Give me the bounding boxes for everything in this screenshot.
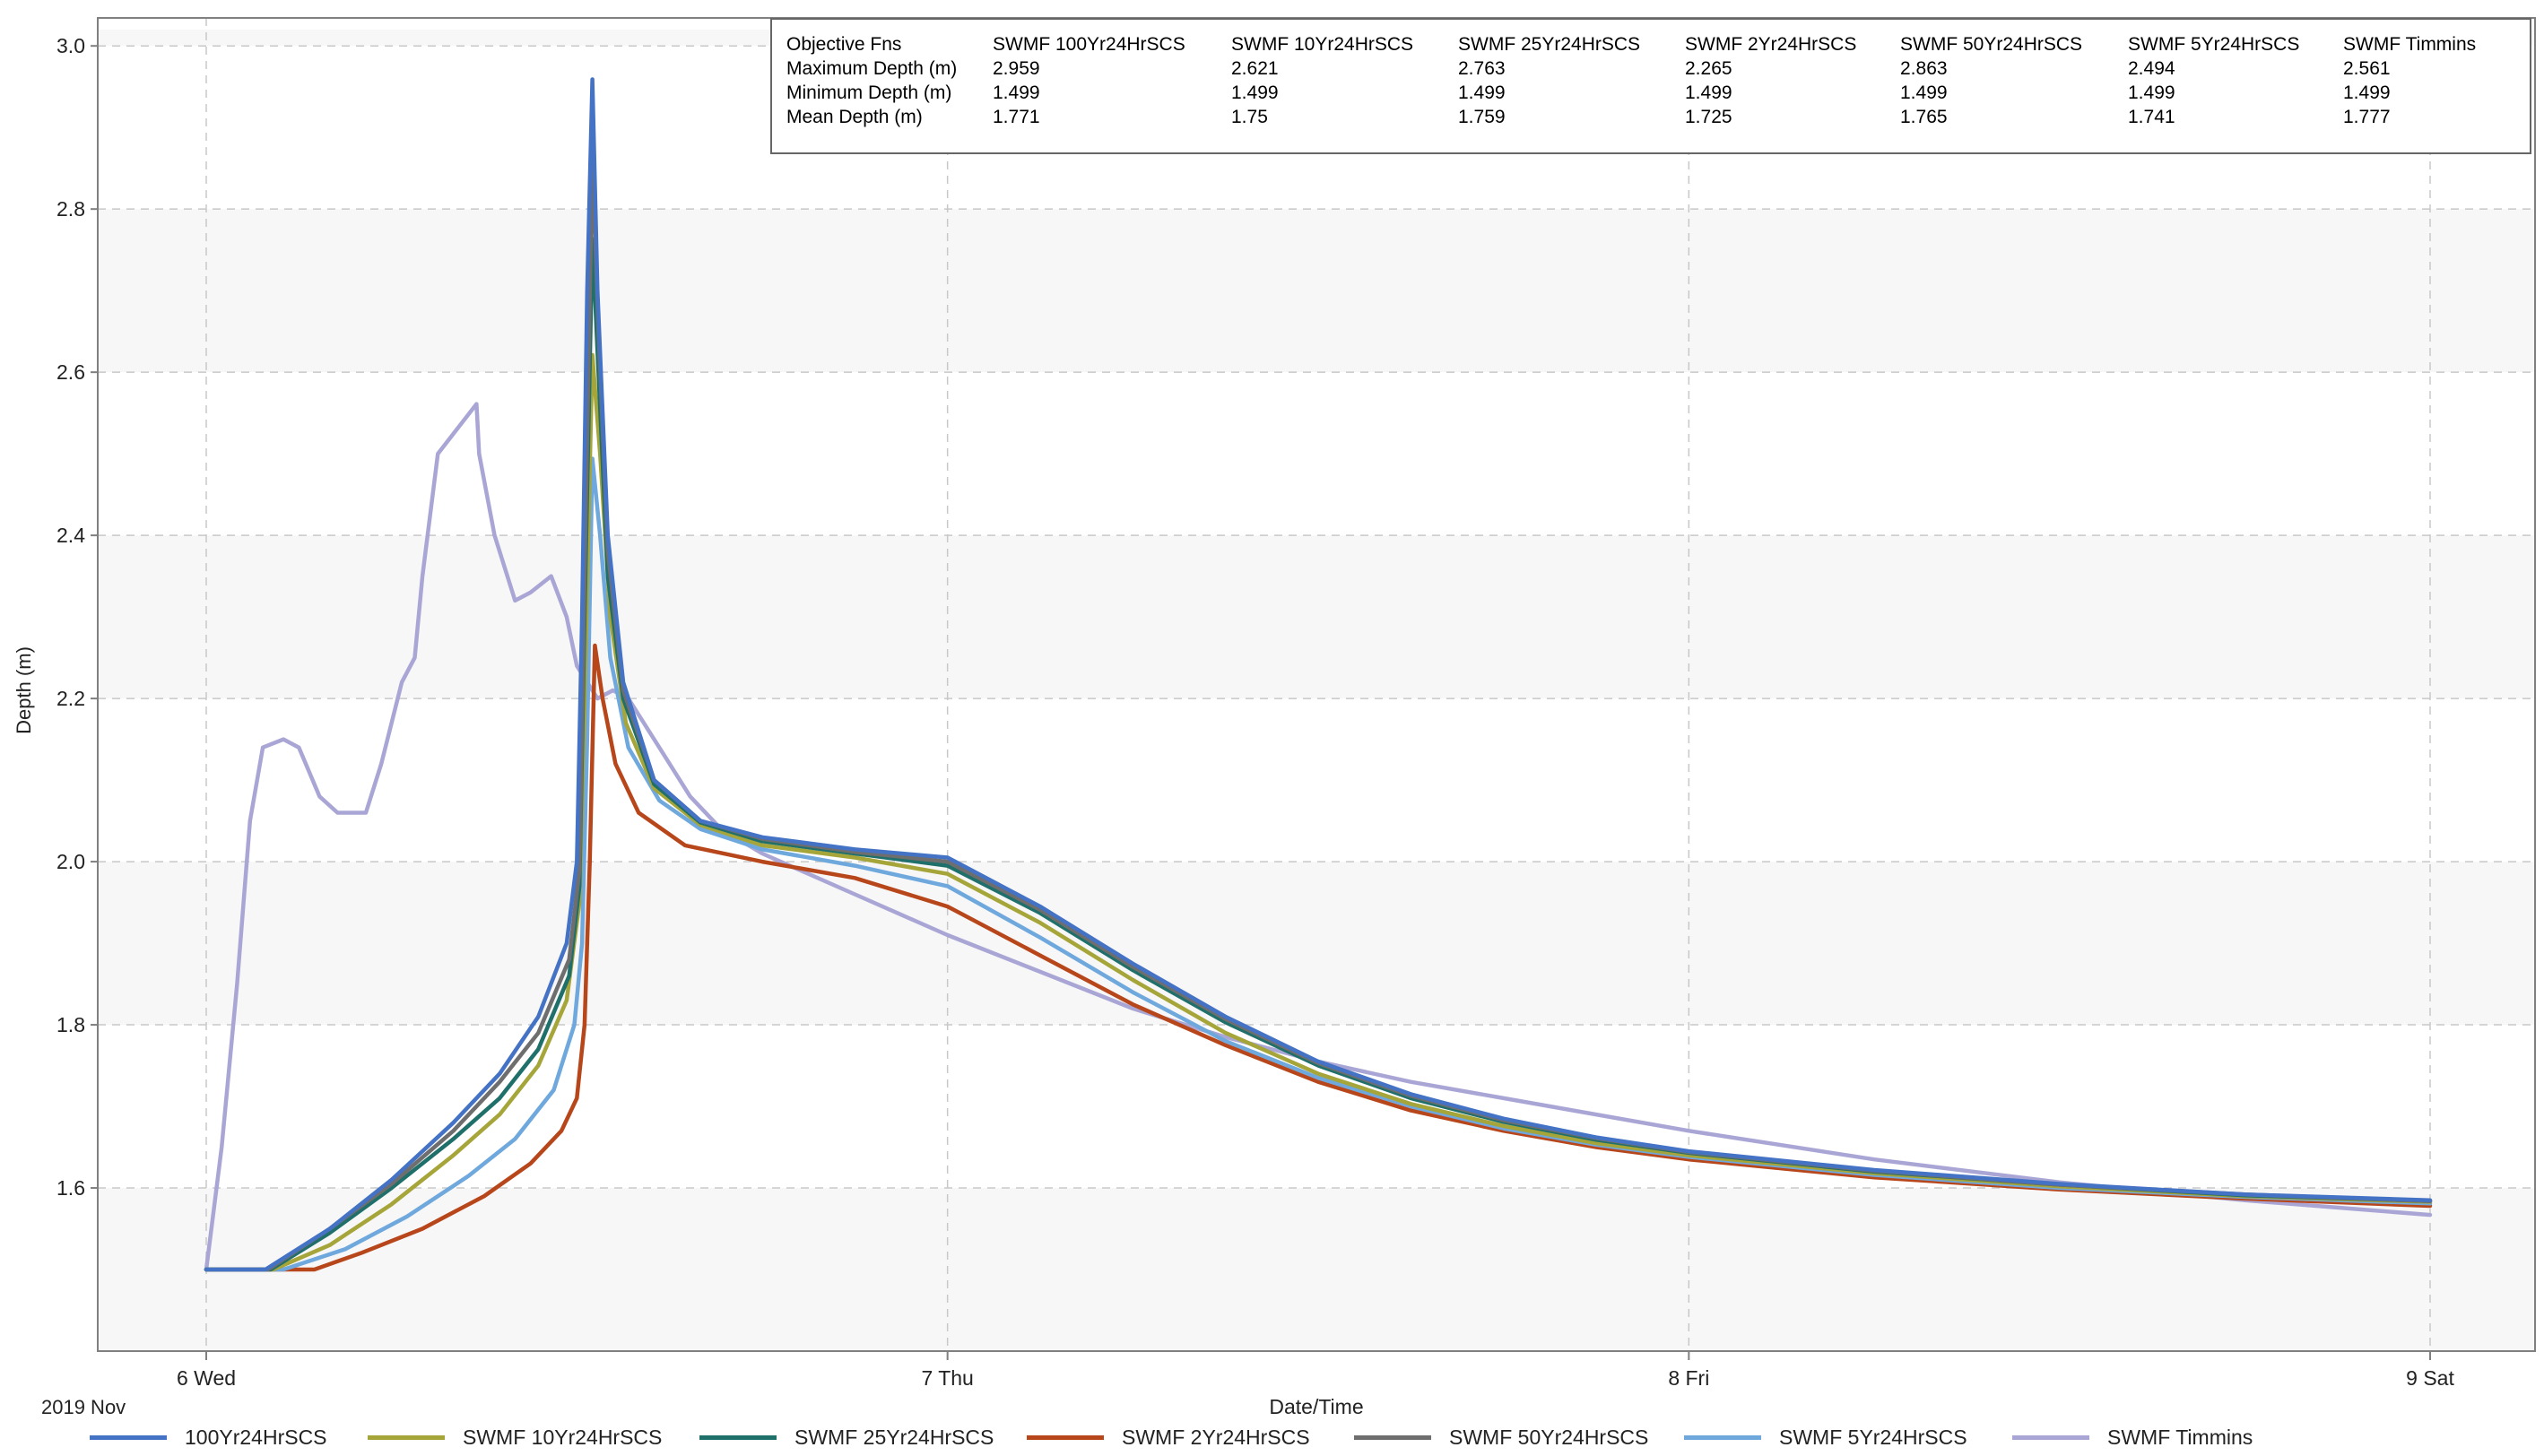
objective-fns-box: Objective Fns SWMF 100Yr24HrSCS SWMF 10Yr2… <box>770 18 2531 154</box>
legend: 100Yr24HrSCS SWMF 10Yr24HrSCS SWMF 25Yr24H… <box>90 1424 2511 1451</box>
stats-cell: 1.499 <box>2128 82 2175 103</box>
series-line <box>204 77 2433 1272</box>
x-tick-label: 8 Fri <box>1668 1366 1709 1390</box>
stats-header-label: Objective Fns <box>786 34 902 55</box>
y-tick-label: 2.8 <box>56 197 85 221</box>
stats-cell: 1.499 <box>1458 82 1506 103</box>
x-tick-label: 6 Wed <box>177 1366 236 1390</box>
stats-cell: 1.777 <box>2343 107 2391 127</box>
stats-cell: 2.265 <box>1685 58 1732 79</box>
legend-swatch <box>699 1434 777 1440</box>
x-axis-label: Date/Time <box>1269 1395 1363 1418</box>
stats-row: Maximum Depth (m) 2.959 2.621 2.763 2.265 2.8… <box>786 56 2505 81</box>
stats-column-header: SWMF 5Yr24HrSCS <box>2128 34 2300 55</box>
legend-label: SWMF 25Yr24HrSCS <box>794 1425 994 1449</box>
stats-column-header: SWMF Timmins <box>2343 34 2477 55</box>
legend-label: SWMF Timmins <box>2107 1425 2253 1449</box>
stats-row: Minimum Depth (m) 1.499 1.499 1.499 1.499 1.4… <box>786 81 2505 105</box>
x-tick-label: 9 Sat <box>2406 1366 2454 1390</box>
stats-column-header: SWMF 50Yr24HrSCS <box>1900 34 2083 55</box>
legend-swatch <box>90 1434 167 1440</box>
plot-band <box>98 1188 2535 1351</box>
plot-band <box>98 209 2535 373</box>
y-tick-label: 3.0 <box>56 34 85 57</box>
stats-row-label: Maximum Depth (m) <box>786 58 958 79</box>
y-tick-label: 1.8 <box>56 1013 85 1036</box>
legend-item: 100Yr24HrSCS <box>90 1424 327 1451</box>
stats-cell: 1.759 <box>1458 107 1506 127</box>
stats-column-header: SWMF 2Yr24HrSCS <box>1685 34 1857 55</box>
stats-row: Mean Depth (m) 1.771 1.75 1.759 1.725 1.765 1.… <box>786 105 2505 129</box>
y-tick-label: 2.2 <box>56 687 85 710</box>
legend-item: SWMF Timmins <box>2012 1424 2253 1451</box>
legend-swatch <box>368 1434 445 1440</box>
stats-cell: 2.494 <box>2128 58 2175 79</box>
stats-cell: 2.863 <box>1900 58 1948 79</box>
legend-item: SWMF 2Yr24HrSCS <box>1027 1424 1310 1451</box>
stats-cell: 2.763 <box>1458 58 1506 79</box>
legend-swatch <box>1354 1434 1431 1440</box>
y-tick-label: 2.0 <box>56 850 85 873</box>
objective-fns-table: Objective Fns SWMF 100Yr24HrSCS SWMF 10Yr2… <box>786 32 2505 129</box>
legend-item: SWMF 25Yr24HrSCS <box>699 1424 994 1451</box>
legend-label: 100Yr24HrSCS <box>185 1425 327 1449</box>
plot-band <box>98 1025 2535 1189</box>
stats-cell: 2.561 <box>2343 58 2391 79</box>
stats-cell: 1.771 <box>993 107 1040 127</box>
stats-cell: 1.499 <box>2343 82 2391 103</box>
stats-cell: 1.765 <box>1900 107 1948 127</box>
plot-band <box>98 862 2535 1026</box>
legend-label: SWMF 2Yr24HrSCS <box>1122 1425 1310 1449</box>
stats-cell: 1.499 <box>1231 82 1279 103</box>
x-tick-label: 7 Thu <box>921 1366 973 1390</box>
legend-label: SWMF 5Yr24HrSCS <box>1779 1425 1967 1449</box>
series-line <box>204 643 2433 1272</box>
plot-band <box>98 698 2535 862</box>
stats-cell: 1.499 <box>1685 82 1732 103</box>
stats-cell: 1.499 <box>1900 82 1948 103</box>
stats-cell: 1.741 <box>2128 107 2175 127</box>
stats-column-header: SWMF 25Yr24HrSCS <box>1458 34 1641 55</box>
stats-row-label: Mean Depth (m) <box>786 107 923 127</box>
series-lines <box>204 77 2433 1272</box>
series-line <box>204 352 2433 1272</box>
stats-cell: 1.499 <box>993 82 1040 103</box>
stats-row-label: Minimum Depth (m) <box>786 82 952 103</box>
stats-cell: 1.75 <box>1231 107 1268 127</box>
legend-item: SWMF 10Yr24HrSCS <box>368 1424 662 1451</box>
stats-column-header: SWMF 10Yr24HrSCS <box>1231 34 1414 55</box>
y-axis-label: Depth (m) <box>13 646 35 734</box>
axis-ticks: 1.6 1.8 2.0 2.2 2.4 2.6 2.8 3.0 6 Wed 7 Thu 8 Fri 9… <box>56 34 2454 1390</box>
legend-item: SWMF 5Yr24HrSCS <box>1684 1424 1967 1451</box>
legend-item: SWMF 50Yr24HrSCS <box>1354 1424 1648 1451</box>
y-tick-label: 2.6 <box>56 360 85 384</box>
stats-cell: 1.725 <box>1685 107 1732 127</box>
series-line <box>204 402 2433 1272</box>
y-tick-label: 2.4 <box>56 524 85 547</box>
legend-swatch <box>1684 1434 1761 1440</box>
plot-background-bands <box>98 30 2535 1351</box>
stats-header-row: Objective Fns SWMF 100Yr24HrSCS SWMF 10Yr2… <box>786 32 2505 56</box>
x-period-label: 2019 Nov <box>41 1396 126 1418</box>
plot-band <box>98 535 2535 699</box>
legend-swatch <box>2012 1434 2089 1440</box>
legend-label: SWMF 50Yr24HrSCS <box>1449 1425 1649 1449</box>
stats-cell: 2.621 <box>1231 58 1279 79</box>
stats-cell: 2.959 <box>993 58 1040 79</box>
y-tick-label: 1.6 <box>56 1176 85 1200</box>
stats-column-header: SWMF 100Yr24HrSCS <box>993 34 1185 55</box>
legend-label: SWMF 10Yr24HrSCS <box>463 1425 663 1449</box>
legend-swatch <box>1027 1434 1104 1440</box>
plot-band <box>98 372 2535 536</box>
